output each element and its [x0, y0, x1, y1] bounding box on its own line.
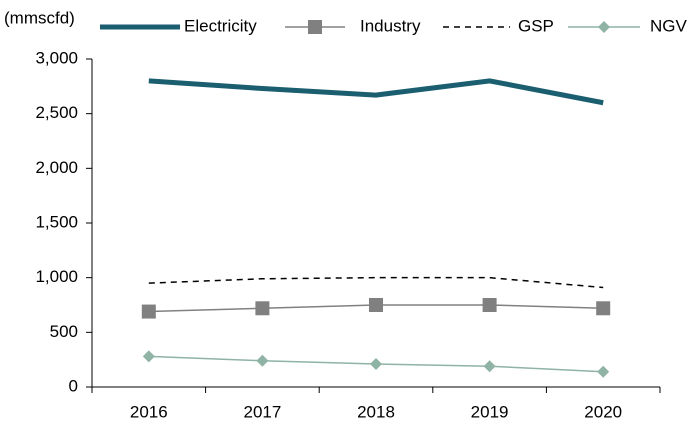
legend-label: Industry [360, 16, 421, 35]
series-line [148, 78, 604, 106]
y-tick-label: 1,500 [35, 212, 78, 231]
marker [255, 301, 270, 316]
marker [141, 304, 156, 319]
x-tick-label: 2020 [584, 402, 622, 421]
legend-label: Electricity [184, 16, 257, 35]
y-tick-label: 0 [69, 376, 78, 395]
marker [308, 20, 322, 34]
legend-label: GSP [518, 16, 554, 35]
y-tick-label: 1,000 [35, 267, 78, 286]
marker [256, 354, 269, 367]
y-tick-label: 2,000 [35, 158, 78, 177]
legend-label: NGV [650, 16, 688, 35]
y-tick-label: 2,500 [35, 103, 78, 122]
y-tick-label: 500 [50, 322, 78, 341]
x-tick-label: 2019 [471, 402, 509, 421]
marker [596, 301, 611, 316]
marker [598, 21, 610, 33]
series-line [148, 276, 604, 289]
marker [597, 365, 610, 378]
marker [483, 360, 496, 373]
x-tick-label: 2017 [243, 402, 281, 421]
y-axis-label: (mmscfd) [4, 8, 75, 27]
x-tick-label: 2018 [357, 402, 395, 421]
marker [482, 298, 497, 312]
y-tick-label: 3,000 [35, 48, 78, 67]
marker [142, 350, 155, 363]
marker [369, 298, 383, 312]
x-tick-label: 2016 [130, 402, 168, 421]
marker [370, 358, 382, 371]
